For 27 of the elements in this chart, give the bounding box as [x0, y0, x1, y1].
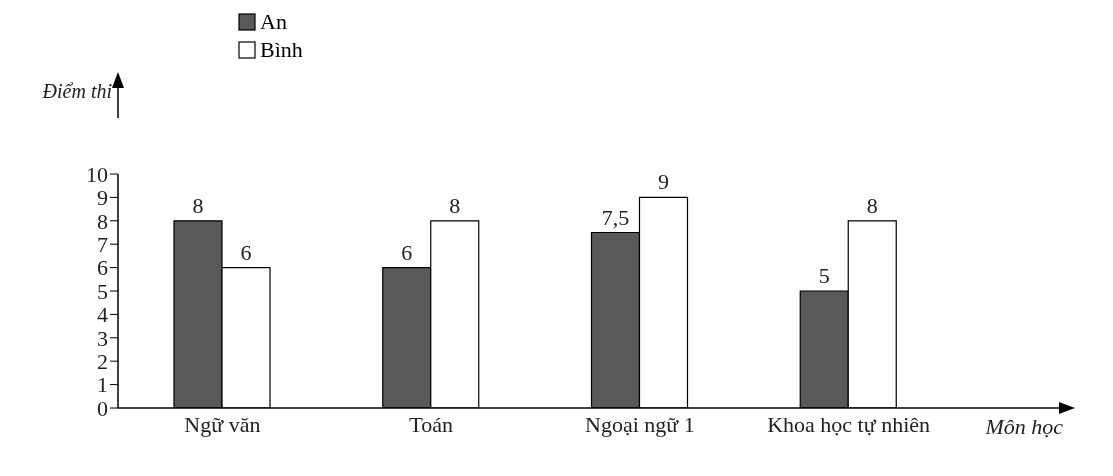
y-tick-label: 7: [97, 232, 108, 258]
x-tick-label: Ngoại ngữ 1: [585, 411, 695, 437]
data-label: 6: [401, 239, 413, 265]
y-tick-label: 1: [97, 372, 108, 398]
y-axis-title: Điểm thi: [41, 80, 112, 102]
data-label: 9: [658, 169, 669, 195]
data-label: 8: [866, 192, 878, 218]
y-tick-label: 3: [97, 325, 108, 351]
x-axis-title: Môn học: [984, 414, 1064, 439]
legend-label: An: [260, 8, 287, 36]
data-label: 5: [818, 263, 830, 288]
legend-label: Bình: [260, 36, 303, 64]
y-tick-label: 8: [97, 208, 108, 234]
y-tick-label: 10: [86, 161, 108, 187]
y-tick-label: 5: [97, 278, 108, 304]
data-label: 7,5: [601, 204, 630, 230]
x-tick-label: Ngữ văn: [184, 411, 261, 437]
y-tick-label: 2: [97, 349, 108, 375]
data-label: 6: [240, 239, 252, 265]
y-tick-label: 6: [97, 255, 108, 281]
y-tick-label: 4: [97, 302, 108, 328]
y-tick-label: 9: [97, 185, 108, 211]
x-tick-label: Khoa học tự nhiên: [767, 411, 931, 437]
data-label: 8: [192, 192, 204, 218]
data-label: 8: [449, 192, 461, 218]
x-tick-label: Toán: [409, 411, 453, 437]
y-tick-label: 0: [97, 395, 108, 421]
